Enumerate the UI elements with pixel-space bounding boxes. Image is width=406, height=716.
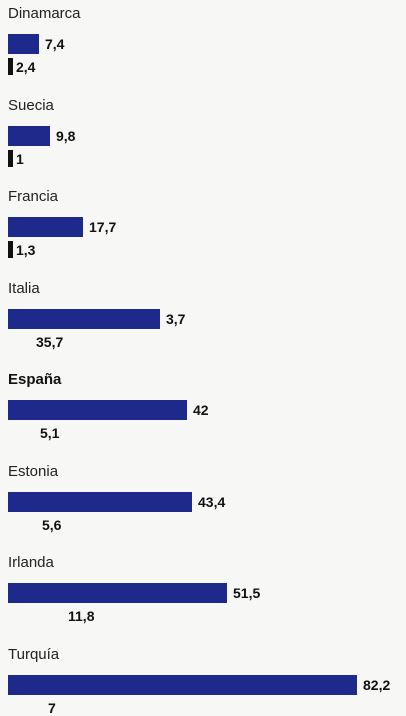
- country-label-irlanda: Irlanda: [8, 554, 54, 571]
- value-label-secondary-francia: 1,3: [16, 242, 36, 258]
- bar-secondary-dinamarca: [8, 58, 13, 75]
- country-label-estonia: Estonia: [8, 462, 59, 480]
- value-label-primary-dinamarca: 7,4: [45, 36, 65, 52]
- value-label-primary-irlanda: 51,5: [233, 585, 261, 601]
- value-label-primary-turquia: 82,2: [363, 676, 391, 693]
- bar-primary-turquia: [8, 674, 357, 695]
- value-label-secondary-suecia: 1: [16, 150, 24, 167]
- country-label-espana: España: [8, 371, 62, 388]
- bar-primary-irlanda: [8, 583, 227, 603]
- bar-primary-francia: [8, 217, 83, 237]
- value-label-secondary-dinamarca: 2,4: [16, 59, 36, 75]
- bar-primary-suecia: [8, 125, 50, 146]
- value-label-primary-italia: 3,7: [166, 310, 186, 327]
- value-label-secondary-turquia: 7: [48, 699, 56, 716]
- country-label-italia: Italia: [8, 279, 40, 297]
- value-label-secondary-estonia: 5,6: [42, 516, 62, 533]
- bar-secondary-francia: [8, 241, 13, 258]
- value-label-primary-espana: 42: [193, 402, 209, 418]
- country-label-dinamarca: Dinamarca: [8, 5, 81, 22]
- bar-primary-italia: [8, 308, 160, 329]
- bar-chart: Dinamarca 7,4 2,4 Suecia 9,8 1 Francia 17,7 1,3 I…: [8, 5, 391, 715]
- bar-secondary-suecia: [8, 149, 13, 167]
- bar-primary-estonia: [8, 491, 192, 512]
- value-label-secondary-irlanda: 11,8: [68, 608, 95, 624]
- bar-primary-dinamarca: [8, 34, 39, 54]
- value-label-primary-estonia: 43,4: [198, 493, 226, 510]
- value-label-primary-suecia: 9,8: [56, 127, 76, 144]
- bar-primary-espana: [8, 400, 187, 420]
- country-label-turquia: Turquía: [8, 645, 60, 663]
- value-label-primary-francia: 17,7: [89, 219, 117, 235]
- value-label-secondary-italia: 35,7: [36, 333, 64, 350]
- country-label-francia: Francia: [8, 188, 59, 205]
- value-label-secondary-espana: 5,1: [40, 425, 60, 441]
- country-label-suecia: Suecia: [8, 96, 54, 114]
